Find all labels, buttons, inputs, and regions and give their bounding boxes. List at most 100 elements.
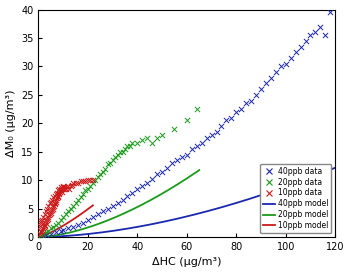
Point [199,141,204,146]
Point [105,162,111,167]
Point [268,76,274,80]
Point [64,185,70,189]
Point [214,130,219,134]
Legend: 40ppb data, 20ppb data, 10ppb data, 40ppb model, 20ppb model, 10ppb model: 40ppb data, 20ppb data, 10ppb data, 40pp… [260,164,331,233]
Point [48,211,54,215]
Point [248,98,254,103]
Point [258,87,264,91]
Point [98,172,103,177]
Point [140,138,145,143]
Point [159,170,165,174]
Point [135,186,140,191]
Point [88,184,93,188]
Point [90,178,96,182]
Point [122,147,128,151]
Point [83,179,88,183]
Point [70,181,76,185]
Point [92,178,98,182]
Point [110,204,116,208]
Point [41,232,46,236]
Point [61,228,66,232]
Point [58,185,64,189]
Point [88,178,93,182]
Point [149,177,155,181]
Point [219,124,224,128]
Point [57,189,63,194]
Point [52,202,57,206]
Point [85,186,91,191]
Point [130,191,135,195]
Point [61,186,66,191]
Point [38,230,44,235]
Point [43,221,49,225]
Point [80,179,86,183]
Point [45,217,51,221]
Point [51,204,57,208]
Point [105,206,111,211]
Point [169,161,175,165]
Point [38,221,44,225]
Point [95,175,100,180]
Point [61,184,66,188]
Point [40,218,45,222]
Point [273,70,279,74]
Point [41,225,47,229]
Point [229,115,234,120]
Point [85,218,91,222]
Point [38,219,44,223]
Point [65,226,71,231]
Point [48,232,54,236]
Point [145,181,150,185]
Point [44,206,50,211]
Point [78,179,83,183]
Point [53,222,58,227]
Point [233,110,239,114]
Point [63,212,69,216]
Point [59,189,65,194]
Point [68,206,74,211]
Point [47,201,52,205]
Point [68,184,74,188]
Point [100,209,106,213]
Point [53,200,58,204]
Point [179,155,185,160]
Point [53,192,58,197]
Point [308,33,313,37]
Point [70,225,76,229]
Point [120,198,125,202]
Point [288,56,294,60]
Point [55,194,61,198]
Point [154,172,160,177]
Point [65,209,71,213]
Point [322,33,328,37]
Point [62,185,67,189]
Point [75,222,81,227]
Point [46,229,51,233]
Point [44,218,50,222]
Point [117,150,123,154]
Point [38,233,44,238]
Point [48,200,54,204]
Point [58,229,64,233]
Point [204,135,209,140]
Point [57,191,62,195]
Point [110,158,116,162]
Point [50,195,56,199]
Point [83,188,88,192]
Point [54,191,60,195]
Point [70,204,76,208]
Point [164,165,170,170]
Point [125,194,130,198]
Point [38,224,43,228]
Point [278,64,284,69]
Point [42,224,48,228]
Point [43,209,49,213]
Point [184,152,190,157]
Point [120,150,125,154]
Point [65,184,71,188]
Point [58,186,64,191]
Point [159,132,165,137]
Point [55,221,61,225]
Point [125,144,130,148]
Point [172,127,177,131]
